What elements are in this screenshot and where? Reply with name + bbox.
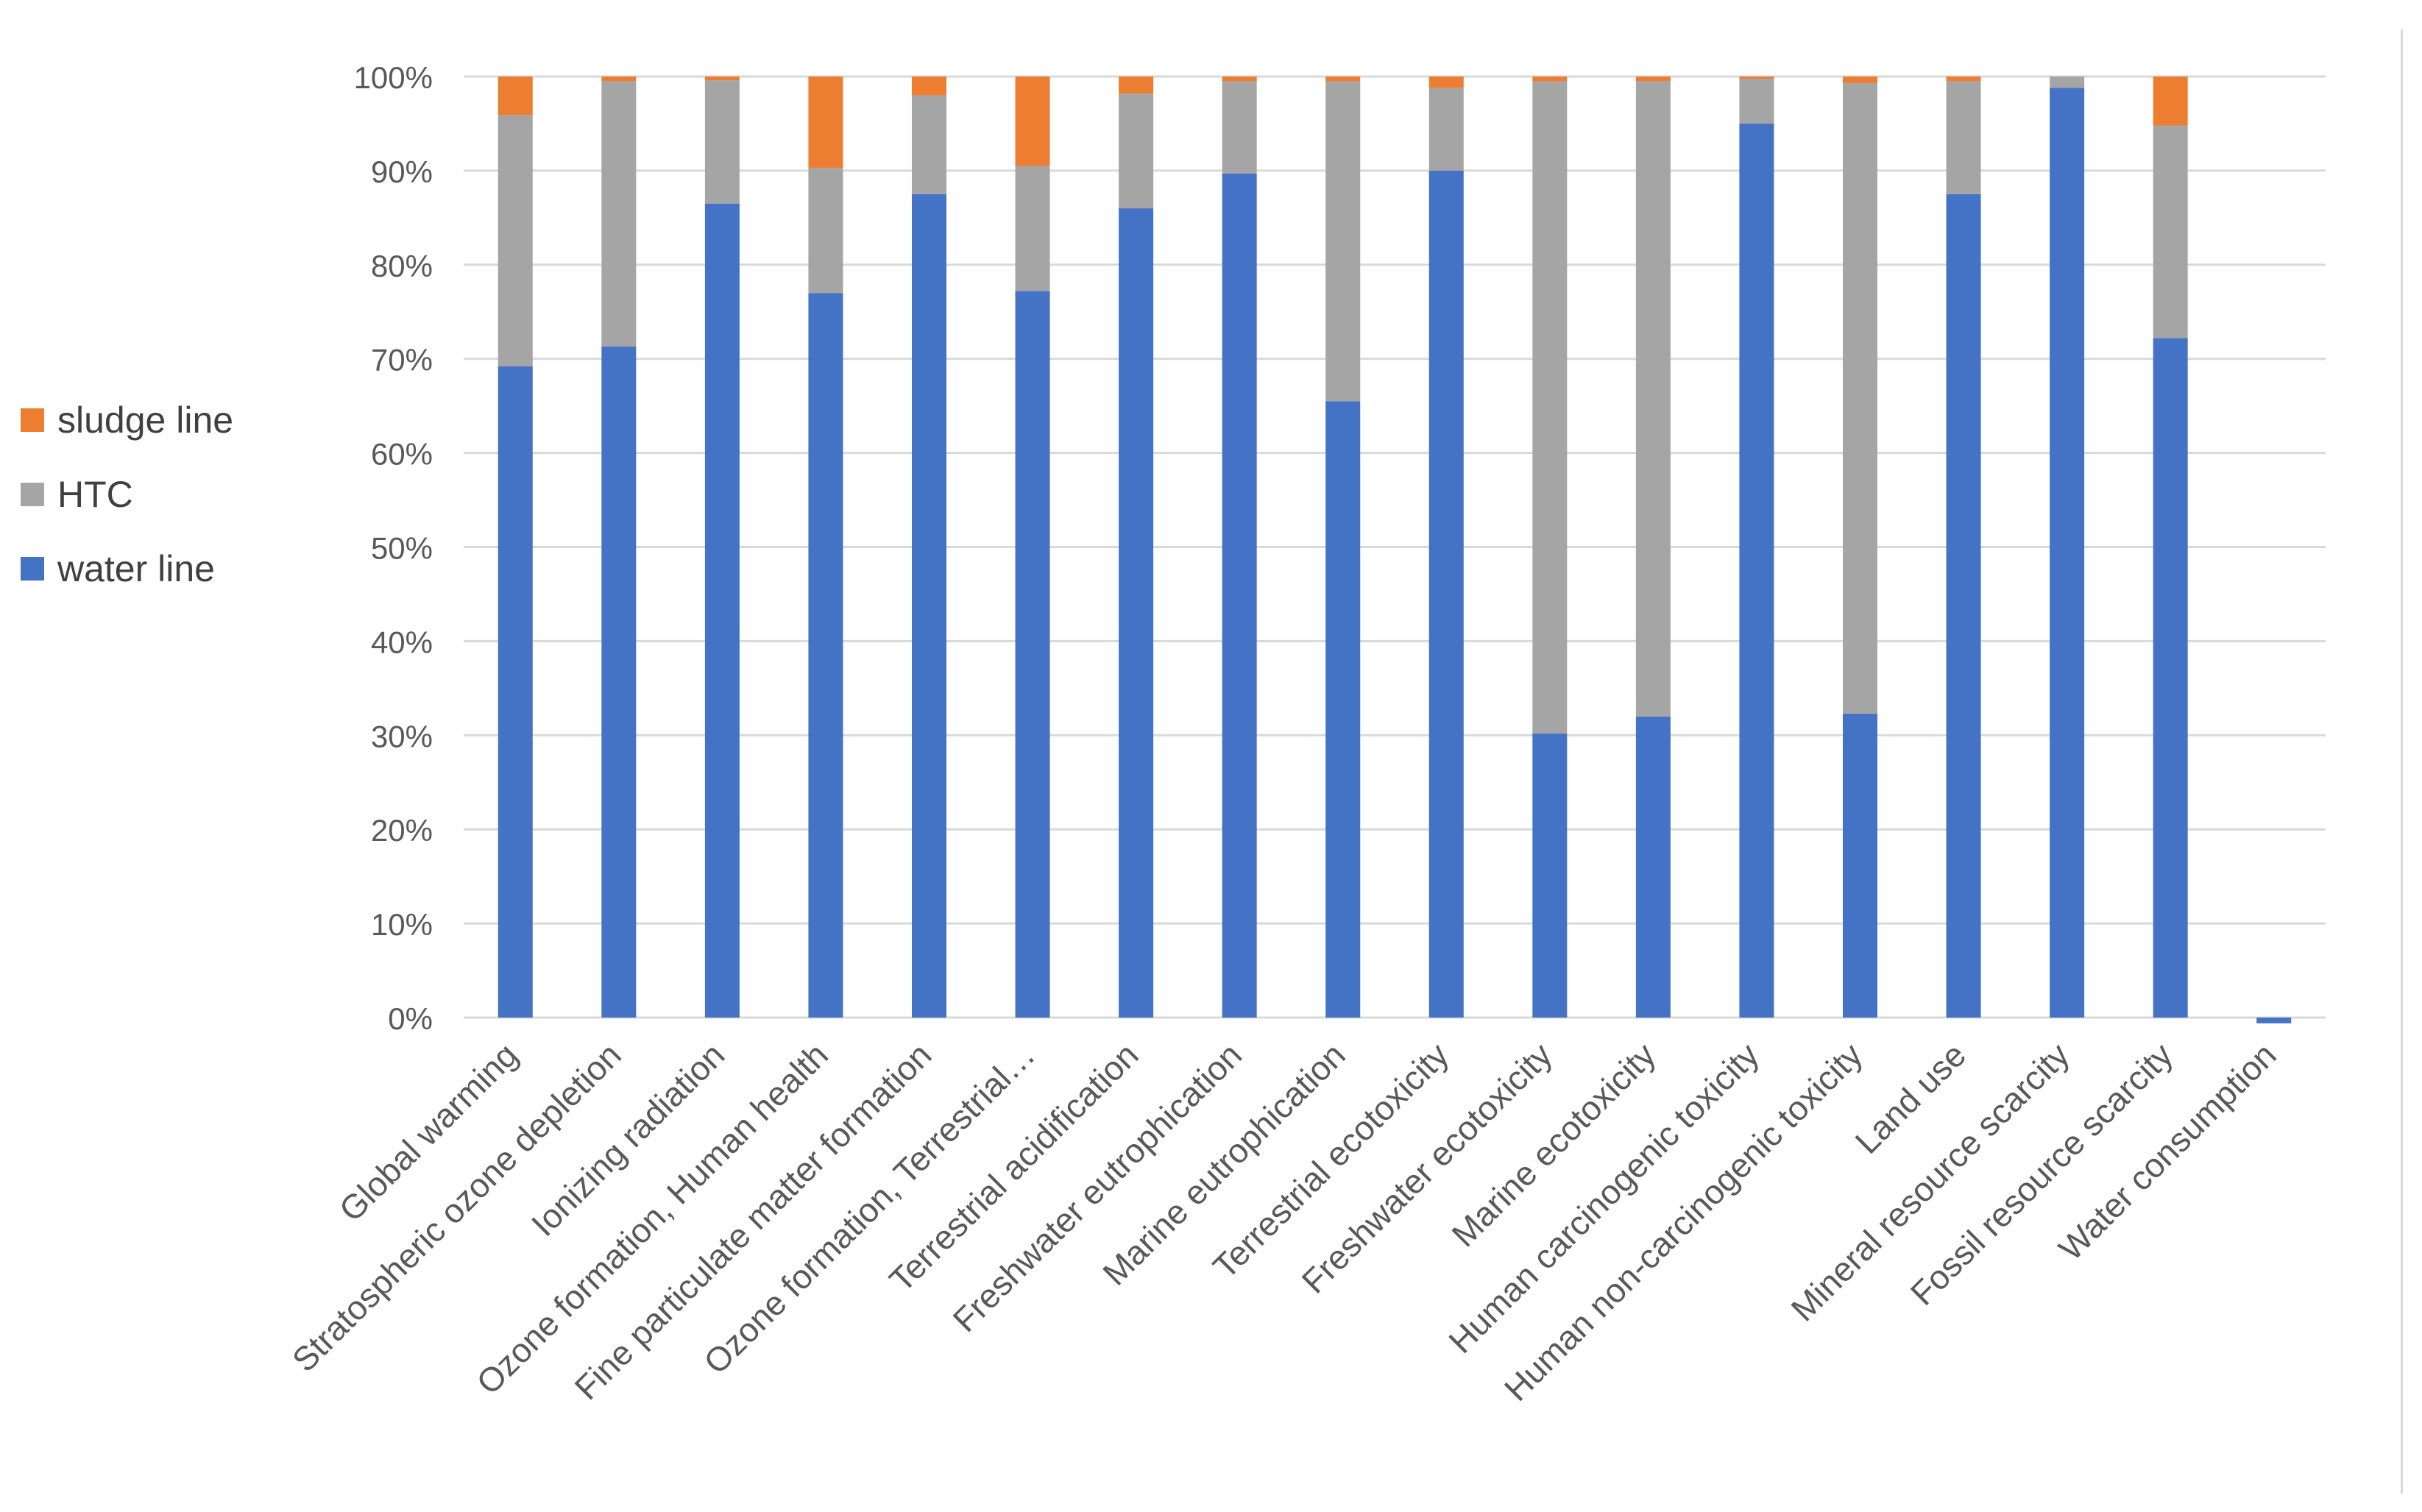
gridlines (464, 75, 2326, 1019)
y-tick-label: 70% (371, 343, 433, 377)
bar-htc-6[interactable] (1015, 166, 1050, 291)
bar-htc-1[interactable] (497, 115, 533, 366)
bar-htc-14[interactable] (1843, 82, 1877, 714)
legend-item-htc[interactable]: HTC (21, 457, 233, 531)
bar-water-line-6[interactable] (1015, 291, 1050, 1018)
chart-border-right (2401, 29, 2403, 1494)
bar-htc-4[interactable] (808, 168, 843, 294)
legend-swatch-water-line (21, 556, 44, 581)
bar-water-line-8[interactable] (1222, 173, 1257, 1018)
legend-swatch-htc (21, 482, 44, 506)
bars (497, 77, 2292, 1023)
bar-htc-17[interactable] (2153, 125, 2188, 338)
legend-label-htc: HTC (57, 473, 133, 515)
y-tick-label: 100% (354, 60, 433, 95)
bar-htc-16[interactable] (2050, 77, 2085, 88)
bar-htc-15[interactable] (1946, 81, 1981, 194)
bar-sludge-line-17[interactable] (2153, 77, 2188, 126)
bar-sludge-line-8[interactable] (1222, 77, 1257, 82)
bar-water-line-1[interactable] (497, 366, 533, 1018)
legend-item-sludge-line[interactable]: sludge line (21, 383, 233, 457)
y-tick-label: 30% (371, 719, 433, 753)
bar-sludge-line-7[interactable] (1119, 77, 1154, 94)
y-tick-label: 50% (371, 531, 433, 566)
bar-sludge-line-1[interactable] (497, 77, 533, 116)
legend-label-sludge-line: sludge line (57, 399, 234, 441)
x-tick-label: Global warming (332, 1035, 525, 1229)
bar-water-line-11[interactable] (1532, 733, 1568, 1018)
y-tick-label: 0% (388, 1001, 433, 1036)
bar-water-line-17[interactable] (2153, 338, 2188, 1018)
bar-htc-7[interactable] (1119, 93, 1154, 209)
bar-water-line-12[interactable] (1635, 716, 1671, 1018)
y-tick-label: 10% (371, 907, 433, 942)
bar-sludge-line-5[interactable] (912, 77, 946, 96)
bar-water-line-2[interactable] (601, 347, 637, 1018)
y-axis-ticks: 0% 10% 20% 30% 40% 50% 60% 70% 80% 90% 100% (354, 60, 433, 1036)
legend-swatch-sludge-line (21, 408, 44, 432)
bar-water-line-13[interactable] (1739, 123, 1774, 1018)
bar-sludge-line-6[interactable] (1015, 77, 1050, 166)
bar-sludge-line-12[interactable] (1635, 77, 1671, 82)
bar-water-line-9[interactable] (1325, 401, 1361, 1018)
bar-water-line-18[interactable] (2256, 1018, 2292, 1023)
bar-sludge-line-9[interactable] (1325, 77, 1361, 82)
y-tick-label: 60% (371, 437, 433, 472)
bar-htc-3[interactable] (704, 80, 740, 204)
y-tick-label: 80% (371, 249, 433, 283)
bar-sludge-line-13[interactable] (1739, 77, 1774, 79)
bar-water-line-10[interactable] (1428, 170, 1464, 1018)
bar-htc-11[interactable] (1532, 81, 1568, 734)
bar-sludge-line-14[interactable] (1843, 77, 1877, 83)
y-tick-label: 90% (371, 155, 433, 189)
x-tick-label: Ionizing radiation (524, 1035, 732, 1243)
bar-water-line-4[interactable] (808, 293, 843, 1018)
bar-sludge-line-4[interactable] (808, 77, 843, 168)
bar-water-line-7[interactable] (1119, 208, 1154, 1018)
bar-htc-13[interactable] (1739, 78, 1774, 124)
bar-sludge-line-2[interactable] (601, 77, 637, 82)
bar-water-line-3[interactable] (704, 203, 740, 1018)
bar-htc-8[interactable] (1222, 81, 1257, 174)
bar-htc-9[interactable] (1325, 81, 1361, 402)
bar-water-line-5[interactable] (912, 194, 946, 1018)
bar-sludge-line-15[interactable] (1946, 77, 1981, 82)
bar-sludge-line-10[interactable] (1428, 77, 1464, 88)
bar-water-line-15[interactable] (1946, 194, 1981, 1018)
y-tick-label: 20% (371, 813, 433, 848)
legend-item-water-line[interactable]: water line (21, 531, 233, 606)
bar-sludge-line-11[interactable] (1532, 77, 1568, 82)
bar-htc-12[interactable] (1635, 81, 1671, 717)
bar-htc-5[interactable] (912, 95, 946, 194)
bar-water-line-14[interactable] (1843, 713, 1877, 1018)
legend-label-water-line: water line (57, 547, 215, 589)
bar-htc-10[interactable] (1428, 88, 1464, 171)
legend: sludge line HTC water line (21, 383, 233, 606)
bar-htc-2[interactable] (601, 81, 637, 347)
bar-sludge-line-3[interactable] (704, 77, 740, 81)
y-tick-label: 40% (371, 625, 433, 659)
bar-water-line-16[interactable] (2050, 88, 2085, 1018)
